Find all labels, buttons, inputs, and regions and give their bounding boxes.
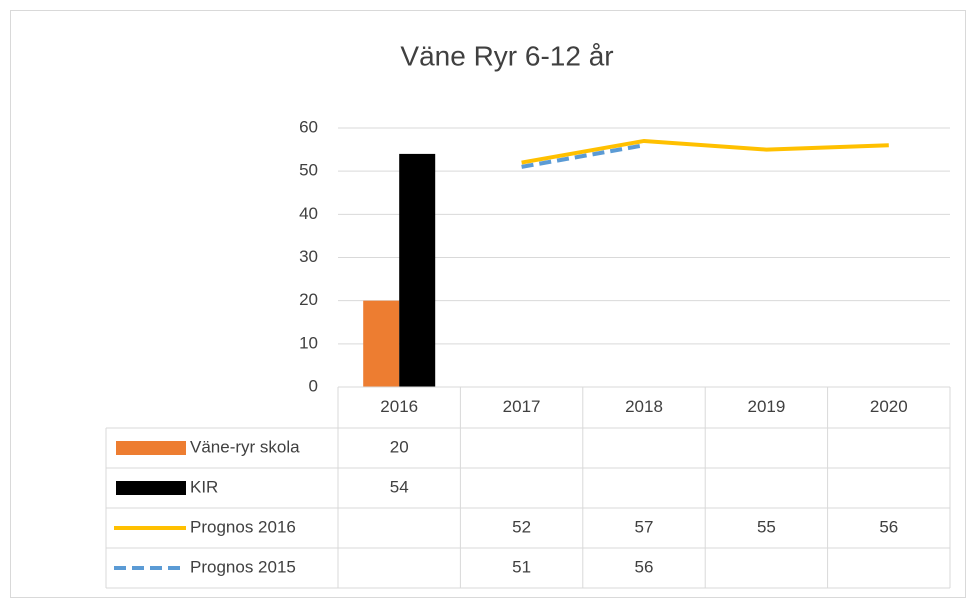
table-value: 20 xyxy=(390,437,409,456)
y-tick-label: 10 xyxy=(299,333,318,352)
table-value: 51 xyxy=(512,557,531,576)
x-tick-label: 2016 xyxy=(380,397,418,416)
y-tick-label: 20 xyxy=(299,290,318,309)
table-value: 57 xyxy=(635,517,654,536)
y-tick-label: 0 xyxy=(309,376,318,395)
line-series xyxy=(521,138,889,165)
y-tick-label: 30 xyxy=(299,247,318,266)
y-tick-label: 40 xyxy=(299,204,318,223)
table-value: 52 xyxy=(512,517,531,536)
y-tick-label: 50 xyxy=(299,161,318,180)
legend-label: Väne-ryr skola xyxy=(190,437,300,456)
x-tick-label: 2017 xyxy=(503,397,541,416)
legend-label: KIR xyxy=(190,477,218,496)
chart-border xyxy=(10,10,966,598)
line-series xyxy=(521,143,645,169)
y-tick-label: 60 xyxy=(299,117,318,136)
legend-key xyxy=(116,481,186,495)
table-value: 56 xyxy=(879,517,898,536)
chart-title: Väne Ryr 6-12 år xyxy=(400,40,613,71)
table-value: 54 xyxy=(390,477,409,496)
bar xyxy=(399,153,436,387)
x-tick-label: 2018 xyxy=(625,397,663,416)
legend-key xyxy=(116,441,186,455)
legend-label: Prognos 2016 xyxy=(190,517,296,536)
x-tick-label: 2019 xyxy=(747,397,785,416)
legend-label: Prognos 2015 xyxy=(190,557,296,576)
table-value: 55 xyxy=(757,517,776,536)
x-tick-label: 2020 xyxy=(870,397,908,416)
bar xyxy=(363,300,400,387)
table-value: 56 xyxy=(635,557,654,576)
